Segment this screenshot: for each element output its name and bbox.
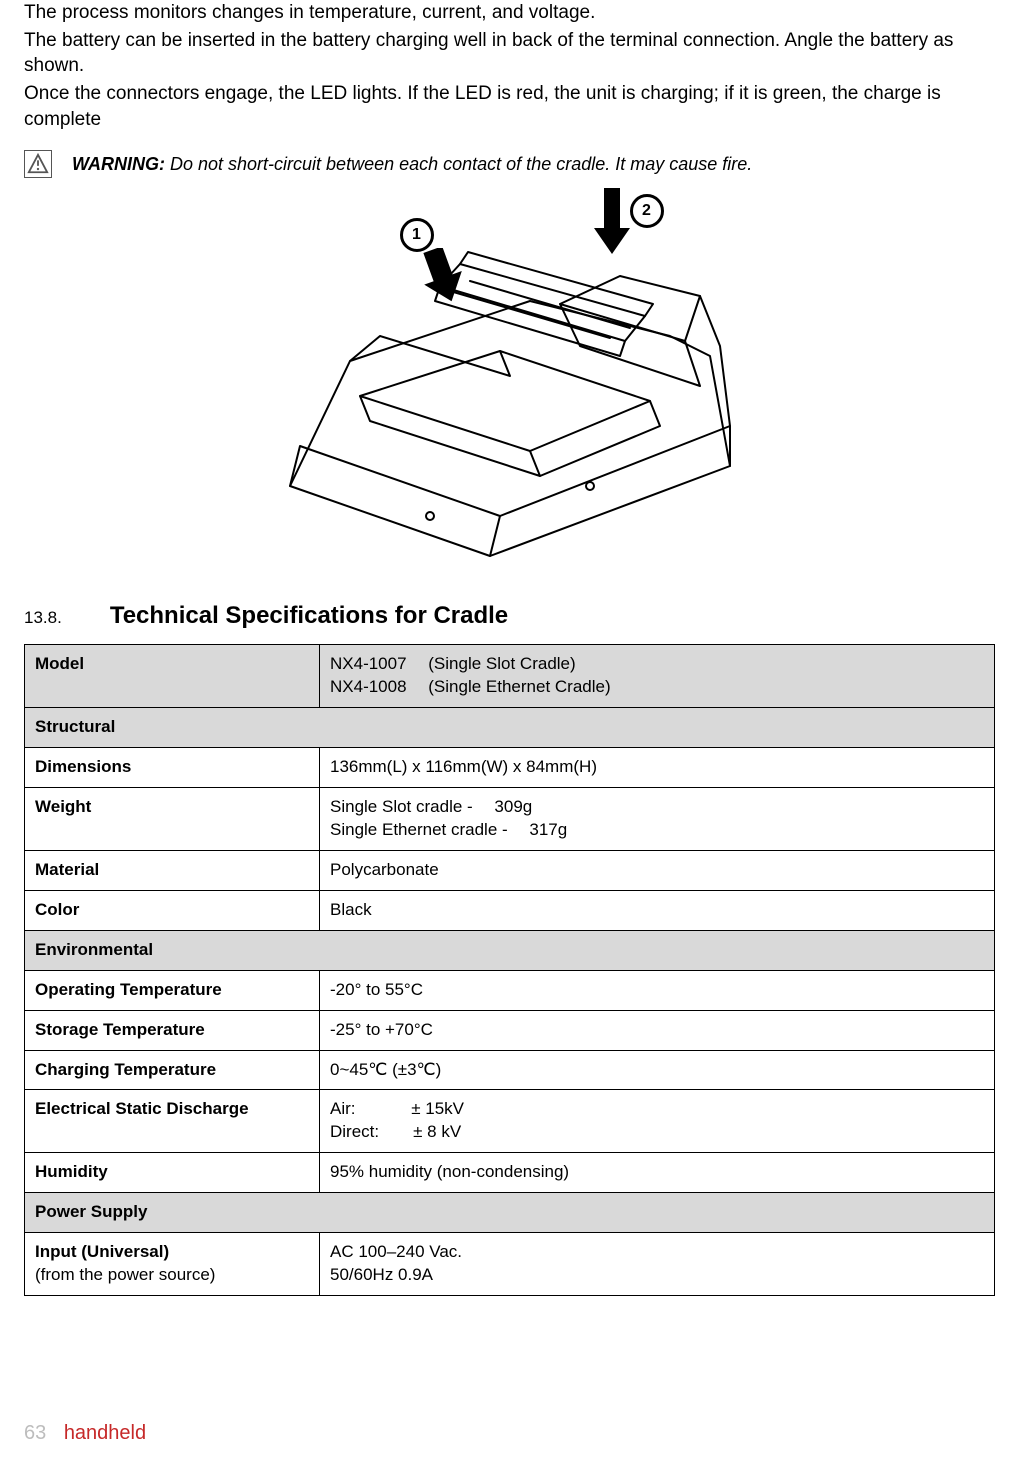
structural-heading: Structural	[25, 708, 995, 748]
intro-line-2: The battery can be inserted in the batte…	[24, 28, 995, 79]
table-row: Humidity 95% humidity (non-condensing)	[25, 1153, 995, 1193]
section-number: 13.8.	[24, 608, 62, 628]
weight-label: Weight	[25, 787, 320, 850]
section-title: Technical Specifications for Cradle	[110, 602, 508, 630]
color-value: Black	[320, 890, 995, 930]
weight-value: Single Slot cradle - 309g Single Etherne…	[320, 787, 995, 850]
table-row: Operating Temperature -20° to 55°C	[25, 970, 995, 1010]
op-temp-label: Operating Temperature	[25, 970, 320, 1010]
table-row: Color Black	[25, 890, 995, 930]
esd-value: Air: ± 15kV Direct: ± 8 kV	[320, 1090, 995, 1153]
table-row: Dimensions 136mm(L) x 116mm(W) x 84mm(H)	[25, 748, 995, 788]
table-row: Electrical Static Discharge Air: ± 15kV …	[25, 1090, 995, 1153]
table-row: Storage Temperature -25° to +70°C	[25, 1010, 995, 1050]
power-heading: Power Supply	[25, 1193, 995, 1233]
op-temp-value: -20° to 55°C	[320, 970, 995, 1010]
table-row: Power Supply	[25, 1193, 995, 1233]
intro-text: The process monitors changes in temperat…	[24, 0, 995, 132]
esd-label: Electrical Static Discharge	[25, 1090, 320, 1153]
stor-temp-value: -25° to +70°C	[320, 1010, 995, 1050]
table-row: Environmental	[25, 930, 995, 970]
color-label: Color	[25, 890, 320, 930]
environmental-heading: Environmental	[25, 930, 995, 970]
input-label: Input (Universal) (from the power source…	[25, 1233, 320, 1296]
humidity-label: Humidity	[25, 1153, 320, 1193]
intro-line-3: Once the connectors engage, the LED ligh…	[24, 81, 995, 132]
warning-text: WARNING: Do not short-circuit between ea…	[72, 154, 752, 175]
chg-temp-label: Charging Temperature	[25, 1050, 320, 1090]
section-heading: 13.8. Technical Specifications for Cradl…	[24, 602, 995, 630]
dimensions-value: 136mm(L) x 116mm(W) x 84mm(H)	[320, 748, 995, 788]
spec-table: Model NX4-1007 (Single Slot Cradle) NX4-…	[24, 644, 995, 1296]
table-row: Input (Universal) (from the power source…	[25, 1233, 995, 1296]
input-label-sub: (from the power source)	[35, 1264, 309, 1287]
model-value: NX4-1007 (Single Slot Cradle) NX4-1008 (…	[320, 645, 995, 708]
warning-row: WARNING: Do not short-circuit between ea…	[24, 150, 995, 178]
cradle-figure: 1 2	[230, 186, 790, 566]
warning-body: Do not short-circuit between each contac…	[165, 154, 752, 174]
model-label: Model	[25, 645, 320, 708]
brand-name: handheld	[64, 1422, 146, 1444]
warning-label: WARNING:	[72, 154, 165, 174]
material-label: Material	[25, 850, 320, 890]
table-row: Charging Temperature 0~45℃ (±3℃)	[25, 1050, 995, 1090]
callout-1: 1	[400, 218, 434, 252]
callout-1-label: 1	[412, 226, 421, 244]
callout-2-label: 2	[642, 202, 651, 220]
cradle-drawing	[230, 186, 790, 566]
input-value: AC 100–240 Vac. 50/60Hz 0.9A	[320, 1233, 995, 1296]
humidity-value: 95% humidity (non-condensing)	[320, 1153, 995, 1193]
table-row: Model NX4-1007 (Single Slot Cradle) NX4-…	[25, 645, 995, 708]
arrow-2-icon	[590, 188, 634, 258]
page-number: 63	[24, 1422, 46, 1444]
material-value: Polycarbonate	[320, 850, 995, 890]
dimensions-label: Dimensions	[25, 748, 320, 788]
intro-line-1: The process monitors changes in temperat…	[24, 0, 995, 26]
input-label-main: Input (Universal)	[35, 1242, 169, 1261]
callout-2: 2	[630, 194, 664, 228]
table-row: Weight Single Slot cradle - 309g Single …	[25, 787, 995, 850]
table-row: Material Polycarbonate	[25, 850, 995, 890]
page-cut-mask	[24, 1387, 995, 1405]
figure-container: 1 2	[24, 186, 995, 566]
chg-temp-value: 0~45℃ (±3℃)	[320, 1050, 995, 1090]
stor-temp-label: Storage Temperature	[25, 1010, 320, 1050]
warning-icon	[24, 150, 52, 178]
page-footer: 63 handheld	[24, 1422, 146, 1445]
table-row: Structural	[25, 708, 995, 748]
arrow-1-icon	[418, 248, 468, 308]
